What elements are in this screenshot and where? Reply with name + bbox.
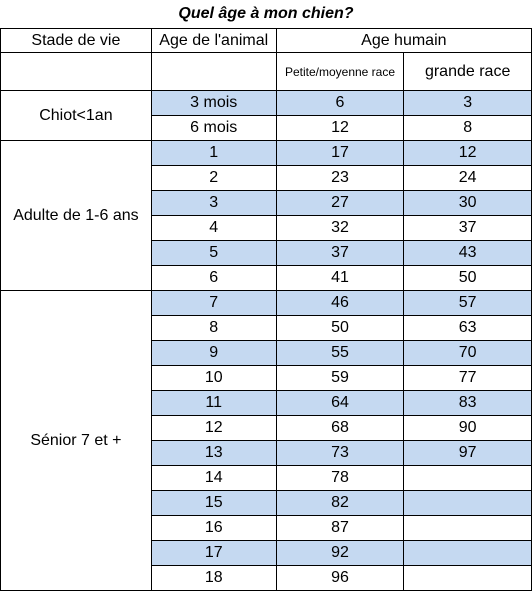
animal-age-cell: 14 xyxy=(150,465,277,491)
large-age-cell xyxy=(403,565,532,591)
subheader-empty xyxy=(0,52,152,91)
header-row: Stade de vie Age de l'animal Age humain xyxy=(0,28,532,53)
small-medium-age-cell: 17 xyxy=(275,140,405,166)
animal-age-cell: 13 xyxy=(150,440,277,466)
subheader-small-medium: Petite/moyenne race xyxy=(275,52,405,91)
animal-age-cell: 11 xyxy=(150,390,277,416)
animal-age-cell: 18 xyxy=(150,565,277,591)
table-row: Chiot<1an 3 mois 6 3 xyxy=(0,90,532,141)
small-medium-age-cell: 96 xyxy=(275,565,405,591)
animal-age-cell: 10 xyxy=(150,365,277,391)
table-row: 18 96 xyxy=(1,565,532,591)
table-row: 6 41 50 xyxy=(1,265,532,291)
large-age-cell: 70 xyxy=(403,340,532,366)
stage-cell: Chiot<1an xyxy=(0,90,152,141)
small-medium-age-cell: 50 xyxy=(275,315,405,341)
table-title: Quel âge à mon chien? xyxy=(178,5,354,22)
small-medium-age-cell: 46 xyxy=(275,290,405,316)
large-age-cell: 24 xyxy=(403,165,532,191)
large-age-cell xyxy=(403,540,532,566)
small-medium-age-cell: 12 xyxy=(275,115,405,141)
small-medium-age-cell: 6 xyxy=(275,90,405,116)
subheader-empty xyxy=(150,52,277,91)
table-row: 6 mois 12 8 xyxy=(1,115,532,141)
small-medium-age-cell: 55 xyxy=(275,340,405,366)
large-age-cell xyxy=(403,515,532,541)
large-age-cell: 12 xyxy=(403,140,532,166)
small-medium-age-cell: 59 xyxy=(275,365,405,391)
large-age-cell xyxy=(403,465,532,491)
table-row: 10 59 77 xyxy=(1,365,532,391)
small-medium-age-cell: 68 xyxy=(275,415,405,441)
small-medium-age-cell: 23 xyxy=(275,165,405,191)
header-animal-age: Age de l'animal xyxy=(150,28,277,53)
large-age-cell: 30 xyxy=(403,190,532,216)
animal-age-cell: 12 xyxy=(150,415,277,441)
animal-age-cell: 16 xyxy=(150,515,277,541)
large-age-cell: 77 xyxy=(403,365,532,391)
large-age-cell: 37 xyxy=(403,215,532,241)
small-medium-age-cell: 64 xyxy=(275,390,405,416)
large-age-cell: 57 xyxy=(403,290,532,316)
table-row: 12 68 90 xyxy=(1,415,532,441)
header-human-age: Age humain xyxy=(275,28,532,53)
subheader-large: grande race xyxy=(403,52,532,91)
large-age-cell: 97 xyxy=(403,440,532,466)
animal-age-cell: 7 xyxy=(150,290,277,316)
animal-age-cell: 6 mois xyxy=(150,115,277,141)
animal-age-cell: 9 xyxy=(150,340,277,366)
large-age-cell xyxy=(403,490,532,516)
small-medium-age-cell: 92 xyxy=(275,540,405,566)
animal-age-cell: 6 xyxy=(150,265,277,291)
table-row: 13 73 97 xyxy=(1,440,532,466)
large-age-cell: 43 xyxy=(403,240,532,266)
animal-age-cell: 2 xyxy=(150,165,277,191)
dog-age-table: Stade de vie Age de l'animal Age humain … xyxy=(0,28,532,591)
stage-cell: Sénior 7 et + xyxy=(0,290,152,591)
table-row: 5 37 43 xyxy=(1,240,532,266)
animal-age-cell: 4 xyxy=(150,215,277,241)
table-row: Adulte de 1-6 ans 1 17 12 xyxy=(0,140,532,291)
subheader-row: Petite/moyenne race grande race xyxy=(0,52,532,91)
small-medium-age-cell: 37 xyxy=(275,240,405,266)
subheader-small-medium-label: Petite/moyenne race xyxy=(284,64,396,79)
large-age-cell: 8 xyxy=(403,115,532,141)
small-medium-age-cell: 73 xyxy=(275,440,405,466)
small-medium-age-cell: 27 xyxy=(275,190,405,216)
animal-age-cell: 15 xyxy=(150,490,277,516)
small-medium-age-cell: 82 xyxy=(275,490,405,516)
table-row: 15 82 xyxy=(1,490,532,516)
large-age-cell: 83 xyxy=(403,390,532,416)
table-row: 4 32 37 xyxy=(1,215,532,241)
small-medium-age-cell: 32 xyxy=(275,215,405,241)
animal-age-cell: 17 xyxy=(150,540,277,566)
large-age-cell: 63 xyxy=(403,315,532,341)
animal-age-cell: 8 xyxy=(150,315,277,341)
animal-age-cell: 1 xyxy=(150,140,277,166)
small-medium-age-cell: 41 xyxy=(275,265,405,291)
stage-cell: Adulte de 1-6 ans xyxy=(0,140,152,291)
large-age-cell: 90 xyxy=(403,415,532,441)
small-medium-age-cell: 78 xyxy=(275,465,405,491)
large-age-cell: 50 xyxy=(403,265,532,291)
header-stage: Stade de vie xyxy=(0,28,152,53)
animal-age-cell: 3 mois xyxy=(150,90,277,116)
animal-age-cell: 5 xyxy=(150,240,277,266)
table-row: Sénior 7 et +7 46 57 xyxy=(0,290,532,591)
animal-age-cell: 3 xyxy=(150,190,277,216)
small-medium-age-cell: 87 xyxy=(275,515,405,541)
large-age-cell: 3 xyxy=(403,90,532,116)
